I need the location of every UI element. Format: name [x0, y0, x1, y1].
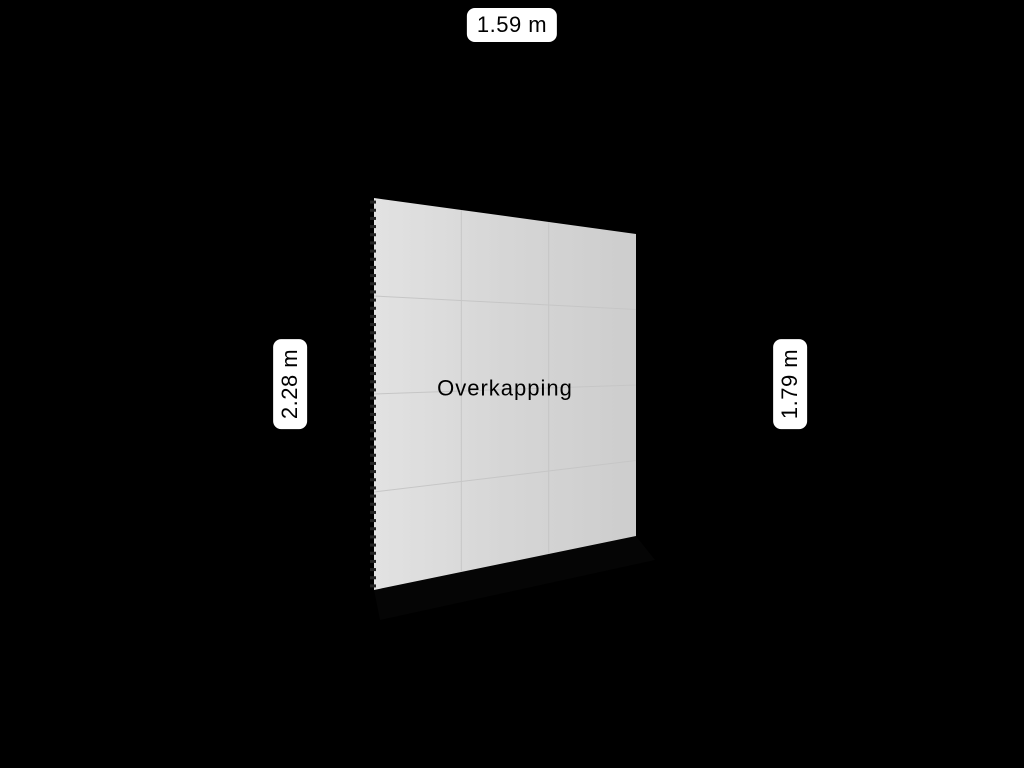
floor-svg: Overkapping — [0, 0, 1024, 768]
diagram-canvas: 1.59 m 2.28 m 1.79 m Overkapping — [0, 0, 1024, 768]
room-label: Overkapping — [437, 376, 573, 401]
floor-panel: Overkapping — [370, 198, 636, 590]
